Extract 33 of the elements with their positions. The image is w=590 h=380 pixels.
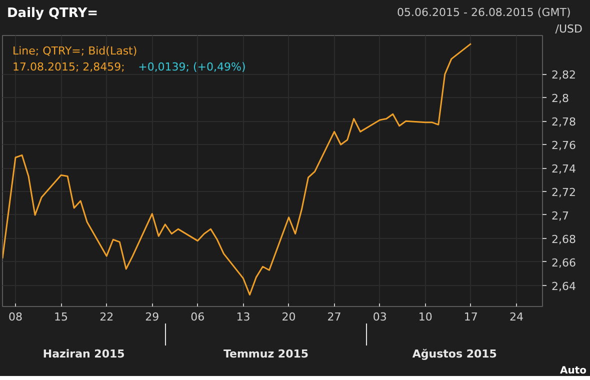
y-tick-label: 2,8 [552, 92, 569, 106]
x-tick-label: 06 [190, 310, 205, 324]
y-tick-label: 2,7 [552, 209, 569, 222]
annotation: 17.08.2015; 2,8459; [12, 60, 125, 74]
text: Auto [560, 366, 587, 376]
x-tick-label: 17 [464, 310, 478, 324]
y-tick-label: 2,66 [552, 256, 576, 270]
y-axis-title: /USD [555, 22, 583, 36]
x-tick-label: 27 [327, 310, 342, 324]
y-tick-label: 2,74 [552, 162, 576, 176]
x-tick-label: 13 [236, 310, 250, 324]
y-tick-label: 2,68 [552, 232, 576, 246]
annotation: +0,0139; (+0,49%) [138, 60, 246, 74]
x-tick-label: 20 [282, 310, 296, 324]
y-tick-label: 2,64 [552, 280, 576, 293]
chart-title: Daily QTRY= [7, 5, 98, 23]
y-tick-label: 2,78 [552, 116, 576, 129]
y-tick-label: 2,72 [552, 186, 576, 200]
x-tick-label: 10 [418, 310, 432, 324]
x-tick-label: 24 [509, 310, 524, 324]
line-series [2, 42, 472, 296]
chart-subtitle: 05.06.2015 - 26.08.2015 (GMT) [397, 5, 571, 21]
x-tick-label: 08 [8, 310, 23, 324]
x-tick-label: 29 [145, 310, 160, 324]
y-tick-label: 2,82 [552, 68, 576, 82]
text: Temmuz 2015 [223, 348, 309, 360]
text: Line; QTRY=; Bid(Last) [12, 44, 138, 58]
x-tick-label: 03 [372, 310, 387, 324]
text: Ağustos 2015 [412, 348, 497, 360]
x-tick-label: 15 [54, 310, 68, 324]
y-tick-label: 2,76 [552, 139, 576, 152]
x-tick-label: 22 [100, 310, 114, 324]
text: Haziran 2015 [42, 348, 125, 360]
